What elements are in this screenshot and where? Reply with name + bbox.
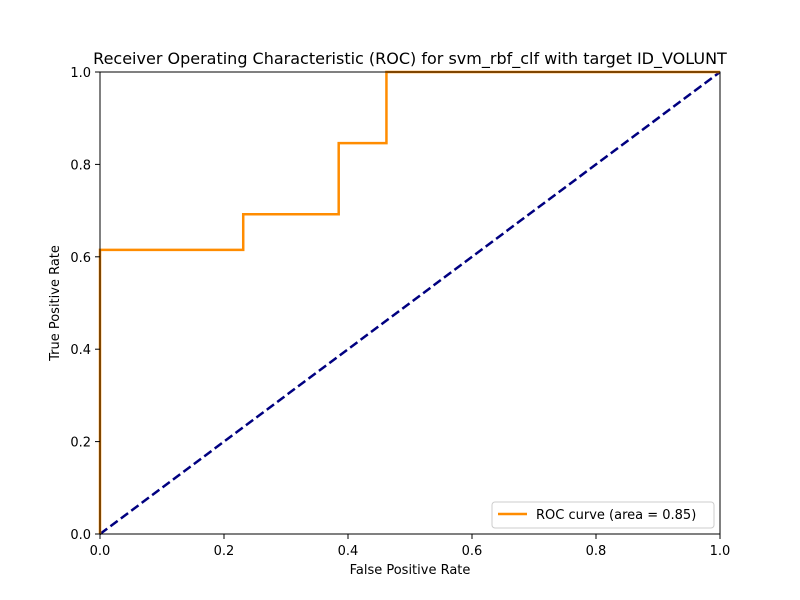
legend-box (491, 501, 715, 529)
y-tick-label: 0.6 (70, 251, 91, 266)
x-tick-label: 1.0 (710, 544, 731, 559)
y-tick-label: 0.0 (70, 528, 91, 543)
plot-area (98, 70, 721, 536)
x-tick-label: 0.2 (214, 544, 235, 559)
x-tick-label: 0.0 (90, 544, 111, 559)
legend: ROC curve (area = 0.85) (491, 501, 715, 529)
legend-label-roc-curve: ROC curve (area = 0.85) (536, 508, 696, 523)
y-tick-label: 1.0 (70, 66, 91, 81)
x-tick-label: 0.8 (586, 544, 607, 559)
series-line-chance-diagonal (99, 70, 721, 536)
chart-title: Receiver Operating Characteristic (ROC) … (93, 49, 727, 69)
plot-frame (99, 71, 721, 535)
y-tick-label: 0.4 (70, 343, 91, 358)
y-tick-label: 0.2 (70, 436, 91, 451)
y-axis-ticks: 0.0 0.2 0.4 0.6 0.8 1.0 (70, 66, 100, 543)
x-tick-label: 0.6 (462, 544, 483, 559)
x-axis-label: False Positive Rate (350, 563, 471, 578)
x-tick-label: 0.4 (338, 544, 359, 559)
x-axis-ticks: 0.0 0.2 0.4 0.6 0.8 1.0 (90, 534, 731, 559)
y-tick-label: 0.8 (70, 158, 91, 173)
y-axis-label: True Positive Rate (48, 245, 63, 362)
